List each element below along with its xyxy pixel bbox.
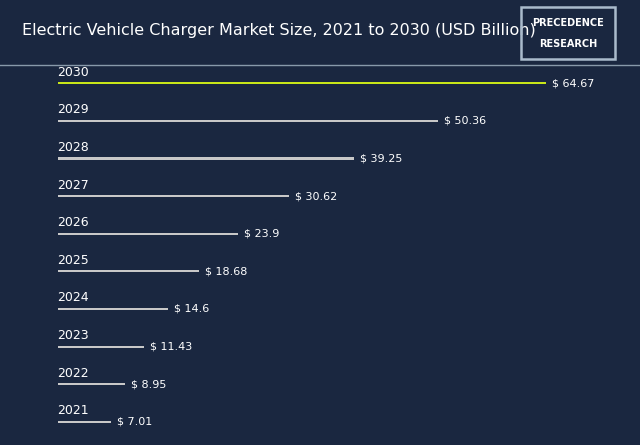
Text: 2024: 2024 xyxy=(58,291,89,304)
Text: 2028: 2028 xyxy=(58,141,90,154)
Bar xyxy=(58,308,168,310)
Text: RESEARCH: RESEARCH xyxy=(539,39,597,49)
Text: 2030: 2030 xyxy=(58,66,90,79)
Text: 2025: 2025 xyxy=(58,254,90,267)
Bar xyxy=(58,82,546,85)
Bar xyxy=(58,195,289,197)
Text: $ 7.01: $ 7.01 xyxy=(116,417,152,427)
Text: $ 23.9: $ 23.9 xyxy=(244,229,280,239)
Bar xyxy=(58,120,438,122)
Text: $ 30.62: $ 30.62 xyxy=(295,191,337,201)
Text: $ 39.25: $ 39.25 xyxy=(360,154,403,163)
Text: 2022: 2022 xyxy=(58,367,89,380)
Text: $ 18.68: $ 18.68 xyxy=(205,267,247,276)
Text: Electric Vehicle Charger Market Size, 2021 to 2030 (USD Billion): Electric Vehicle Charger Market Size, 20… xyxy=(22,24,536,38)
Text: 2027: 2027 xyxy=(58,178,90,192)
Text: 2021: 2021 xyxy=(58,404,89,417)
Bar xyxy=(58,270,199,272)
Text: 2026: 2026 xyxy=(58,216,89,229)
Text: 2023: 2023 xyxy=(58,329,89,342)
Text: $ 14.6: $ 14.6 xyxy=(174,304,209,314)
Text: $ 50.36: $ 50.36 xyxy=(444,116,486,126)
Bar xyxy=(58,383,125,385)
Text: 2029: 2029 xyxy=(58,103,89,117)
Text: $ 11.43: $ 11.43 xyxy=(150,342,192,352)
Text: PRECEDENCE: PRECEDENCE xyxy=(532,18,604,28)
Bar xyxy=(58,345,144,348)
Bar xyxy=(58,158,354,160)
Bar xyxy=(58,233,238,235)
Bar xyxy=(58,421,111,423)
Text: $ 64.67: $ 64.67 xyxy=(552,78,595,88)
Text: $ 8.95: $ 8.95 xyxy=(131,379,166,389)
